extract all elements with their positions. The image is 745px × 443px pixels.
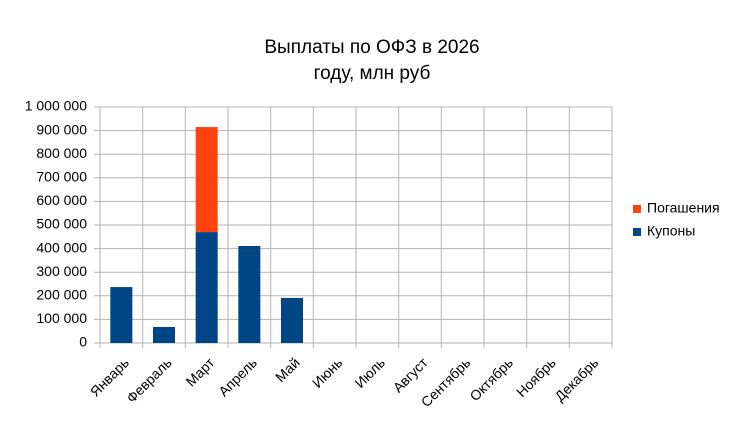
legend-swatch (633, 205, 641, 213)
y-tick-label: 500 000 (36, 216, 87, 232)
y-tick-label: 300 000 (36, 263, 87, 279)
legend-label: Погашения (647, 200, 720, 216)
y-tick-label: 700 000 (36, 169, 87, 185)
y-tick-label: 800 000 (36, 145, 87, 161)
bar (281, 297, 303, 343)
y-tick-label: 1 000 000 (25, 98, 87, 114)
chart-title: Выплаты по ОФЗ в 2026 году, млн руб (264, 37, 480, 84)
bar (195, 232, 218, 343)
x-tick-label: Октябрь (466, 354, 516, 404)
x-tick-label: Апрель (215, 354, 260, 399)
y-tick-label: 900 000 (36, 121, 87, 137)
bar (110, 287, 133, 343)
x-tick-label: Август (390, 354, 432, 396)
bar (238, 246, 261, 343)
y-tick-label: 400 000 (36, 239, 87, 255)
legend-swatch (633, 228, 641, 236)
y-tick-label: 600 000 (36, 192, 87, 208)
x-tick-label: Декабрь (551, 354, 601, 404)
y-tick-label: 200 000 (36, 287, 87, 303)
bar (153, 326, 175, 343)
x-tick-label: Март (182, 354, 217, 389)
x-tick-label: Июнь (309, 354, 345, 390)
x-tick-label: Февраль (123, 354, 175, 406)
x-tick-label: Май (272, 354, 303, 385)
bar (195, 127, 218, 233)
legend-label: Купоны (647, 223, 695, 239)
x-tick-label: Июль (352, 354, 389, 391)
y-tick-label: 100 000 (36, 310, 87, 326)
y-tick-label: 0 (79, 334, 87, 350)
